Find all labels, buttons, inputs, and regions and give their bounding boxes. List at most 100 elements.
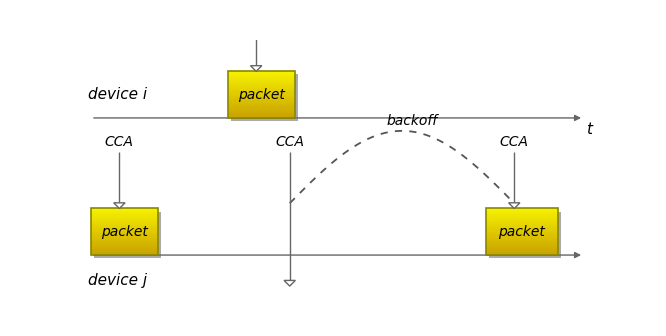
Bar bbox=[486, 242, 558, 243]
Bar bbox=[486, 238, 558, 239]
Bar bbox=[91, 229, 158, 230]
Bar bbox=[228, 75, 295, 76]
Bar bbox=[228, 82, 295, 83]
Bar bbox=[91, 249, 158, 250]
Polygon shape bbox=[284, 281, 296, 286]
Bar bbox=[486, 217, 558, 218]
Bar bbox=[228, 74, 295, 75]
Bar bbox=[228, 110, 295, 111]
Bar bbox=[486, 249, 558, 250]
Bar bbox=[486, 210, 558, 211]
Bar bbox=[486, 250, 558, 252]
Bar bbox=[228, 88, 295, 89]
Bar bbox=[228, 101, 295, 103]
Bar bbox=[228, 90, 295, 91]
Bar bbox=[228, 111, 295, 112]
Bar bbox=[486, 218, 558, 219]
Bar bbox=[228, 83, 295, 84]
Bar bbox=[91, 219, 158, 220]
Bar bbox=[91, 220, 158, 221]
Bar bbox=[91, 226, 158, 227]
Bar bbox=[486, 240, 558, 241]
Bar bbox=[228, 99, 295, 100]
Bar bbox=[489, 212, 561, 258]
Bar bbox=[231, 75, 298, 121]
Bar bbox=[228, 105, 295, 106]
Bar bbox=[91, 253, 158, 254]
Bar bbox=[228, 81, 295, 82]
Bar bbox=[228, 92, 295, 93]
Bar bbox=[228, 116, 295, 117]
Bar bbox=[91, 227, 158, 228]
Bar bbox=[228, 80, 295, 81]
Bar bbox=[91, 243, 158, 245]
Bar bbox=[91, 252, 158, 253]
Bar bbox=[228, 84, 295, 85]
Bar bbox=[486, 230, 558, 232]
Bar bbox=[228, 98, 295, 99]
Bar bbox=[486, 248, 558, 249]
Bar bbox=[91, 250, 158, 252]
Bar bbox=[486, 212, 558, 213]
Bar bbox=[228, 97, 295, 98]
Bar bbox=[486, 232, 558, 233]
Bar bbox=[486, 252, 558, 253]
Bar bbox=[228, 108, 295, 109]
Bar bbox=[91, 235, 158, 237]
Bar bbox=[486, 254, 558, 255]
Bar bbox=[228, 93, 295, 95]
Bar bbox=[91, 232, 158, 233]
Bar bbox=[91, 211, 158, 212]
Text: backoff: backoff bbox=[387, 114, 438, 128]
Bar bbox=[228, 103, 295, 104]
Bar bbox=[486, 241, 558, 242]
Bar bbox=[486, 222, 558, 224]
Bar bbox=[91, 246, 158, 247]
Bar bbox=[91, 234, 158, 235]
Bar bbox=[486, 221, 558, 222]
Bar bbox=[91, 230, 158, 232]
Bar bbox=[91, 237, 158, 238]
Bar bbox=[228, 91, 295, 92]
Bar bbox=[91, 241, 158, 242]
Bar bbox=[486, 233, 558, 234]
Bar bbox=[91, 240, 158, 241]
Bar bbox=[486, 213, 558, 214]
Bar bbox=[486, 228, 558, 229]
Text: device i: device i bbox=[89, 87, 148, 102]
Bar bbox=[91, 215, 158, 217]
Bar bbox=[486, 247, 558, 248]
Text: packet: packet bbox=[238, 88, 285, 102]
Text: CCA: CCA bbox=[500, 135, 529, 149]
Bar bbox=[486, 243, 558, 245]
Bar bbox=[91, 228, 158, 229]
Bar bbox=[228, 85, 295, 86]
Bar bbox=[486, 214, 558, 215]
Polygon shape bbox=[114, 203, 125, 208]
Bar bbox=[91, 208, 158, 210]
Bar bbox=[228, 71, 295, 118]
Text: CCA: CCA bbox=[275, 135, 304, 149]
Bar bbox=[486, 220, 558, 221]
Bar bbox=[91, 218, 158, 219]
Bar bbox=[486, 219, 558, 220]
Text: CCA: CCA bbox=[105, 135, 134, 149]
Bar bbox=[91, 210, 158, 211]
Bar bbox=[91, 254, 158, 255]
Bar bbox=[228, 104, 295, 105]
Bar bbox=[228, 78, 295, 80]
Bar bbox=[91, 217, 158, 218]
Bar bbox=[486, 235, 558, 237]
Bar bbox=[228, 95, 295, 96]
Bar bbox=[486, 215, 558, 217]
Bar bbox=[228, 76, 295, 77]
Bar bbox=[486, 234, 558, 235]
Bar bbox=[228, 100, 295, 101]
Polygon shape bbox=[509, 203, 520, 208]
Bar bbox=[91, 225, 158, 226]
Bar bbox=[228, 113, 295, 115]
Bar bbox=[486, 224, 558, 225]
Bar bbox=[228, 86, 295, 88]
Bar bbox=[91, 245, 158, 246]
Bar bbox=[228, 96, 295, 97]
